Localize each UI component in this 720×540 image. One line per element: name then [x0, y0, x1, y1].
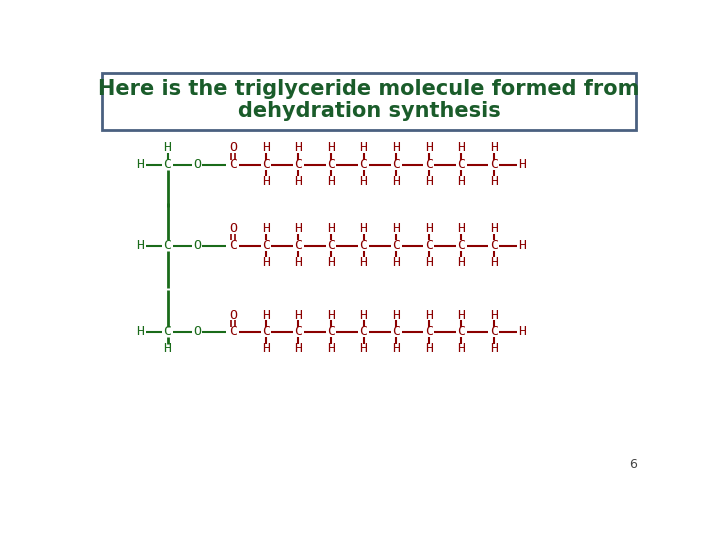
Text: C: C: [359, 239, 368, 252]
Text: dehydration synthesis: dehydration synthesis: [238, 101, 500, 121]
Text: H: H: [136, 326, 145, 339]
Text: C: C: [262, 158, 270, 171]
Text: H: H: [163, 141, 171, 154]
Text: H: H: [359, 141, 368, 154]
Text: H: H: [392, 141, 400, 154]
Text: O: O: [230, 308, 238, 321]
Text: H: H: [136, 239, 145, 252]
Text: C: C: [425, 158, 433, 171]
Text: H: H: [392, 222, 400, 235]
Text: C: C: [327, 239, 335, 252]
Text: C: C: [163, 158, 171, 171]
Text: H: H: [327, 256, 335, 269]
Text: H: H: [490, 342, 498, 355]
Text: C: C: [425, 239, 433, 252]
Text: H: H: [294, 222, 302, 235]
Text: H: H: [262, 176, 270, 188]
Text: C: C: [230, 326, 238, 339]
Text: 6: 6: [629, 458, 637, 471]
Text: H: H: [425, 256, 433, 269]
Text: C: C: [425, 326, 433, 339]
Text: H: H: [425, 141, 433, 154]
Text: H: H: [425, 222, 433, 235]
Text: O: O: [193, 239, 201, 252]
Text: H: H: [359, 176, 368, 188]
Text: O: O: [230, 141, 238, 154]
Text: H: H: [490, 141, 498, 154]
Text: C: C: [392, 158, 400, 171]
Text: O: O: [193, 326, 201, 339]
Text: C: C: [327, 326, 335, 339]
Text: H: H: [392, 256, 400, 269]
Text: C: C: [294, 326, 302, 339]
Text: H: H: [518, 326, 526, 339]
Text: H: H: [136, 158, 145, 171]
Text: H: H: [490, 176, 498, 188]
Text: H: H: [392, 342, 400, 355]
Text: C: C: [392, 326, 400, 339]
Text: H: H: [490, 222, 498, 235]
Text: C: C: [262, 239, 270, 252]
Text: H: H: [392, 176, 400, 188]
Text: H: H: [327, 342, 335, 355]
Text: H: H: [359, 222, 368, 235]
Text: C: C: [230, 239, 238, 252]
Text: H: H: [457, 342, 465, 355]
Text: H: H: [262, 222, 270, 235]
Text: H: H: [327, 141, 335, 154]
Text: C: C: [392, 239, 400, 252]
Text: H: H: [425, 308, 433, 321]
Text: H: H: [518, 239, 526, 252]
Text: H: H: [457, 308, 465, 321]
Text: H: H: [359, 342, 368, 355]
Text: H: H: [294, 308, 302, 321]
Text: C: C: [163, 326, 171, 339]
Text: H: H: [457, 141, 465, 154]
Text: C: C: [294, 239, 302, 252]
Text: C: C: [262, 326, 270, 339]
Text: H: H: [262, 256, 270, 269]
Text: H: H: [490, 256, 498, 269]
Text: H: H: [359, 256, 368, 269]
Text: H: H: [490, 308, 498, 321]
Text: H: H: [294, 342, 302, 355]
Text: H: H: [457, 256, 465, 269]
Text: H: H: [294, 141, 302, 154]
Text: C: C: [490, 158, 498, 171]
Text: O: O: [193, 158, 201, 171]
Text: C: C: [490, 326, 498, 339]
Text: H: H: [457, 176, 465, 188]
Text: O: O: [230, 222, 238, 235]
Text: H: H: [327, 222, 335, 235]
Text: C: C: [294, 158, 302, 171]
Text: Here is the triglyceride molecule formed from: Here is the triglyceride molecule formed…: [99, 79, 639, 99]
Text: C: C: [457, 158, 465, 171]
Text: C: C: [359, 158, 368, 171]
Text: H: H: [262, 342, 270, 355]
Text: H: H: [294, 176, 302, 188]
Text: C: C: [230, 158, 238, 171]
Text: H: H: [327, 176, 335, 188]
Text: C: C: [327, 158, 335, 171]
Text: C: C: [490, 239, 498, 252]
Text: H: H: [262, 141, 270, 154]
Text: H: H: [425, 342, 433, 355]
FancyBboxPatch shape: [102, 72, 636, 130]
Text: H: H: [392, 308, 400, 321]
Text: C: C: [163, 239, 171, 252]
Text: H: H: [359, 308, 368, 321]
Text: H: H: [327, 308, 335, 321]
Text: H: H: [518, 158, 526, 171]
Text: C: C: [457, 326, 465, 339]
Text: C: C: [457, 239, 465, 252]
Text: C: C: [359, 326, 368, 339]
Text: H: H: [262, 308, 270, 321]
Text: H: H: [457, 222, 465, 235]
Text: H: H: [163, 342, 171, 355]
Text: H: H: [425, 176, 433, 188]
Text: H: H: [294, 256, 302, 269]
